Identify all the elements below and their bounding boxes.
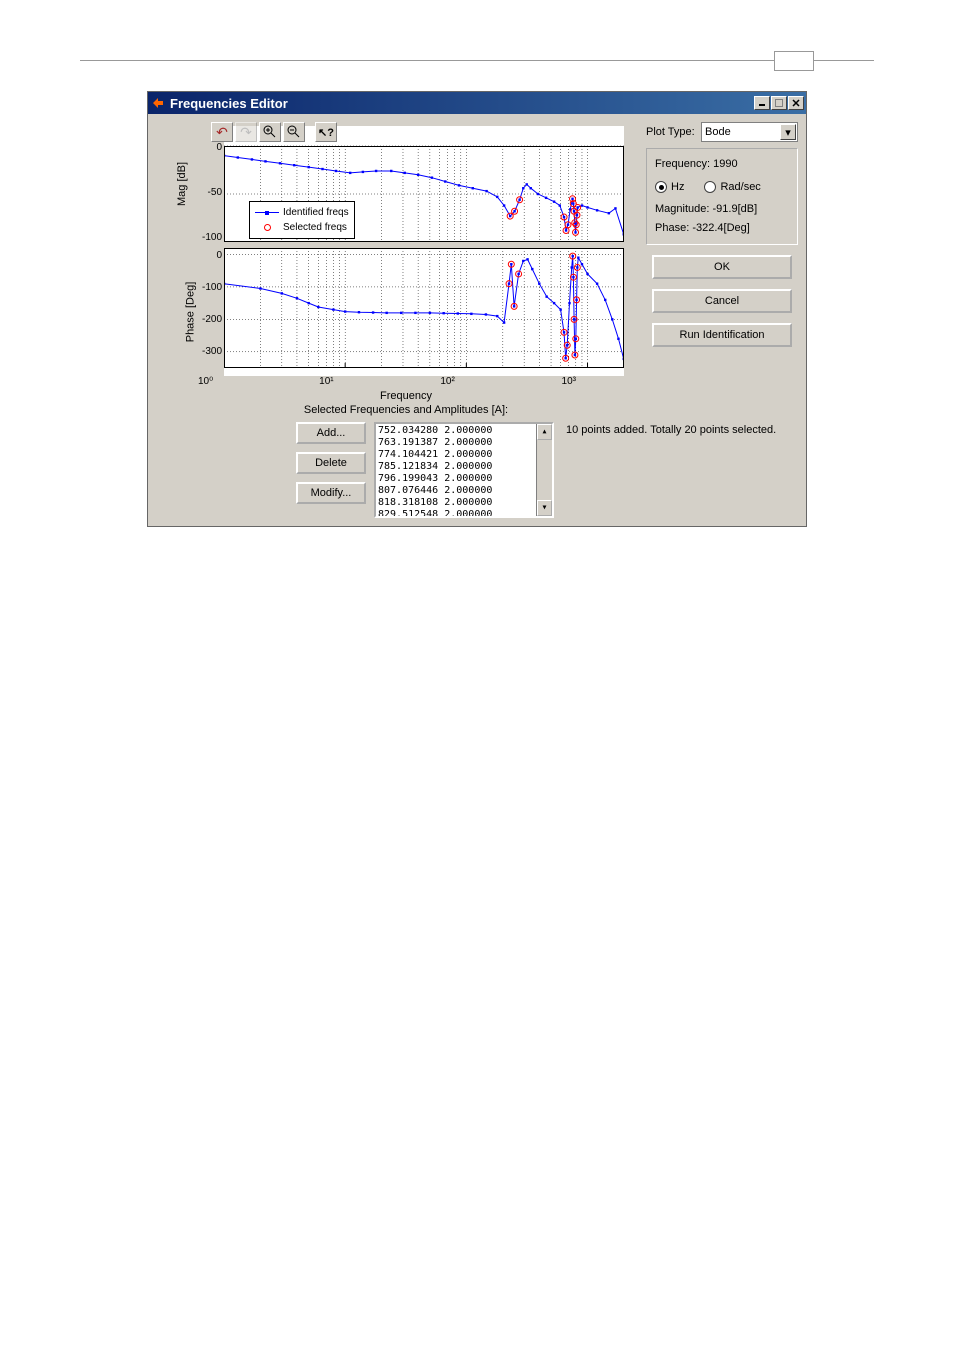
status-text: 10 points added. Totally 20 points selec…	[566, 424, 776, 436]
phase-plot: Phase [Deg] 0 -100 -200 -300	[174, 248, 638, 376]
cancel-button[interactable]: Cancel	[652, 289, 792, 313]
frequencies-editor-window: Frequencies Editor ↶ ↷ ↖? Mag [	[147, 91, 807, 527]
scroll-down-button[interactable]: ▾	[537, 500, 552, 516]
zoom-out-button[interactable]	[283, 122, 305, 142]
right-panel: Plot Type: Bode ▾ Frequency: 1990 Hz Rad…	[638, 122, 798, 416]
maximize-button[interactable]	[771, 96, 787, 110]
magnitude-plot: Mag [dB] 0 -50 -100 Identified freqs Sel…	[174, 126, 638, 242]
plot-legend: Identified freqs Selected freqs	[249, 201, 355, 239]
app-icon	[150, 95, 166, 111]
unit-hz-radio[interactable]: Hz	[655, 178, 684, 197]
frequency-listbox[interactable]: 752.034280 2.000000763.191387 2.00000077…	[374, 422, 554, 518]
plot-type-select[interactable]: Bode ▾	[701, 122, 798, 142]
run-identification-button[interactable]: Run Identification	[652, 323, 792, 347]
modify-button[interactable]: Modify...	[296, 482, 366, 504]
phase-chart[interactable]	[224, 248, 624, 376]
plots-area: ↶ ↷ ↖? Mag [dB] 0 -50 -100 Identified fr…	[156, 122, 638, 416]
bottom-controls: Add... Delete Modify... 752.034280 2.000…	[156, 422, 798, 518]
minimize-button[interactable]	[754, 96, 770, 110]
close-button[interactable]	[788, 96, 804, 110]
plot-type-label: Plot Type:	[646, 126, 701, 138]
window-title: Frequencies Editor	[170, 96, 754, 111]
titlebar[interactable]: Frequencies Editor	[148, 92, 806, 114]
chevron-down-icon: ▾	[780, 124, 796, 140]
unit-radsec-radio[interactable]: Rad/sec	[704, 178, 760, 197]
undo-button[interactable]: ↶	[211, 122, 233, 142]
help-button[interactable]: ↖?	[315, 122, 337, 142]
x-axis-label: Frequency	[206, 390, 606, 402]
listbox-scrollbar[interactable]: ▴ ▾	[536, 424, 552, 516]
page-tab-box	[774, 51, 814, 71]
add-button[interactable]: Add...	[296, 422, 366, 444]
ok-button[interactable]: OK	[652, 255, 792, 279]
x-tick-labels: 10⁰10¹10²10³	[206, 376, 606, 390]
scroll-up-button[interactable]: ▴	[537, 424, 552, 440]
zoom-in-button[interactable]	[259, 122, 281, 142]
info-panel: Frequency: 1990 Hz Rad/sec Magnitude: -9…	[646, 148, 798, 245]
plot-toolbar: ↶ ↷ ↖?	[211, 122, 337, 142]
mag-ylabel: Mag [dB]	[176, 162, 188, 206]
delete-button[interactable]: Delete	[296, 452, 366, 474]
subtitle-label: Selected Frequencies and Amplitudes [A]:	[206, 404, 606, 416]
page-divider	[80, 60, 874, 61]
redo-button[interactable]: ↷	[235, 122, 257, 142]
